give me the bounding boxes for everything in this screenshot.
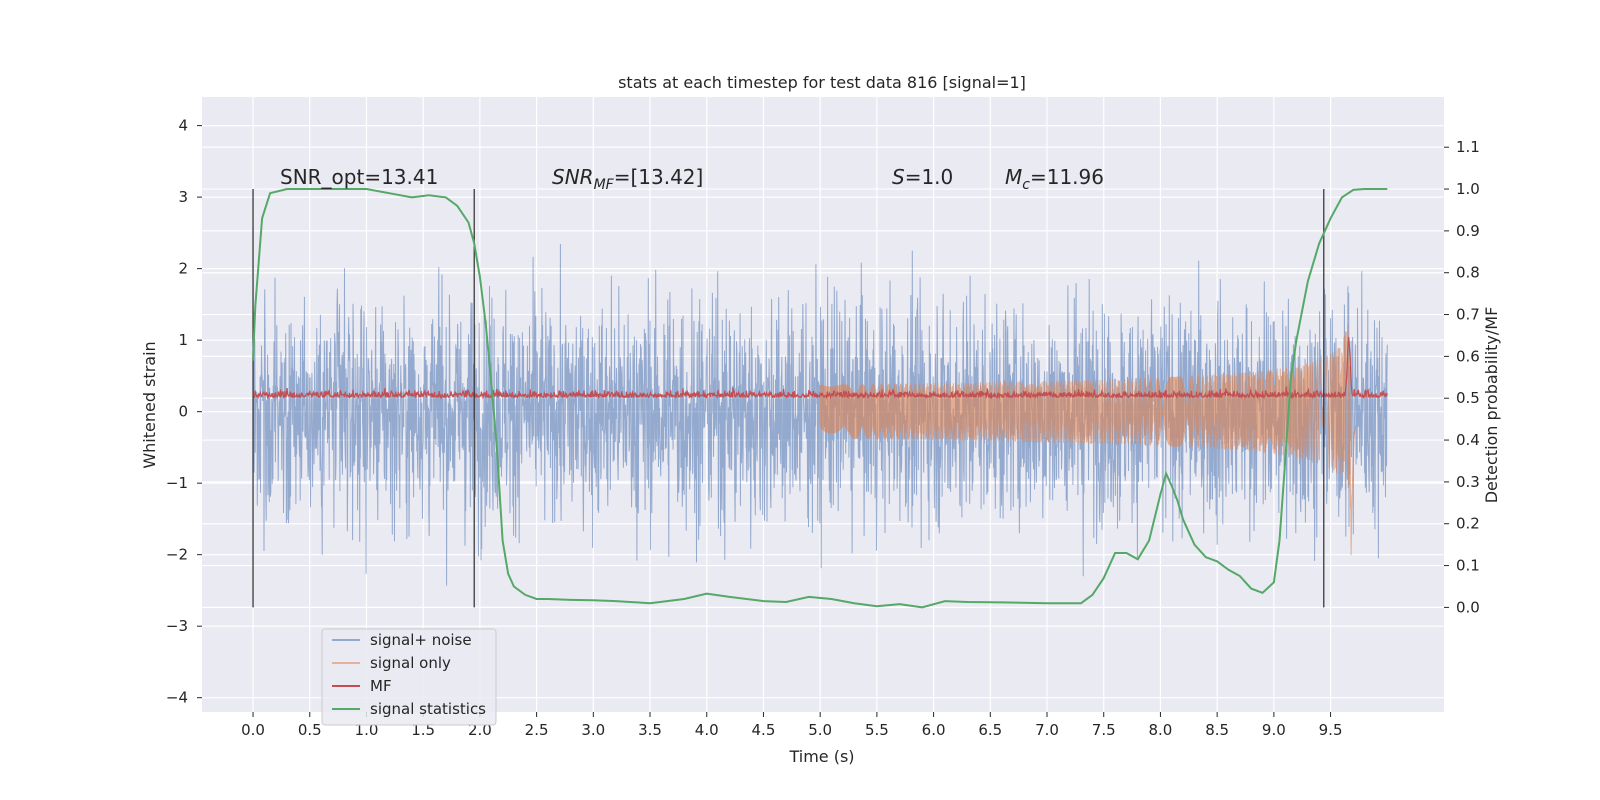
y2-tick-label: 0.0 [1456, 598, 1480, 616]
y-tick-label: 4 [178, 117, 188, 135]
annotation-snr-opt: SNR_opt=13.41 [280, 165, 438, 189]
annotation-snr-mf: SNRMF=[13.42] [552, 165, 703, 193]
series-signal-only [819, 324, 1356, 556]
y2-tick-label: 0.5 [1456, 389, 1480, 407]
annotation-snr-mf-main: SNR [552, 165, 594, 189]
y2-tick-label: 0.3 [1456, 473, 1480, 491]
y2-tick-labels: 1.1 1.0 0.9 0.8 0.7 0.6 0.5 0.4 0.3 0.2 0.1 0.0 [1444, 138, 1480, 616]
chart-title: stats at each timestep for test data 816… [618, 73, 1026, 92]
x-tick-label: 4.0 [695, 721, 719, 739]
vertical-markers [252, 189, 1325, 608]
y2-tick-label: 0.1 [1456, 557, 1480, 575]
annotation-snr-mf-sub: MF [594, 177, 615, 193]
y-tick-label: −4 [166, 689, 188, 707]
x-tick-label: 0.0 [241, 721, 265, 739]
annotation-s: S=1.0 [892, 165, 953, 189]
x-tick-label: 8.5 [1205, 721, 1229, 739]
x-tick-label: 7.0 [1035, 721, 1059, 739]
x-tick-label: 3.0 [581, 721, 605, 739]
legend-box [321, 628, 497, 726]
x-tick-label: 5.5 [865, 721, 889, 739]
x-tick-label: 4.5 [752, 721, 776, 739]
y2-tick-label: 0.8 [1456, 264, 1480, 282]
y2-tick-label: 0.6 [1456, 347, 1480, 365]
legend-label-signal-only: signal only [370, 654, 451, 672]
y-tick-label: 3 [178, 188, 188, 206]
y-tick-label: 0 [178, 403, 188, 421]
y2-tick-label: 0.7 [1456, 306, 1480, 324]
x-tick-label: 7.5 [1092, 721, 1116, 739]
y-axis-label: Whitened strain [140, 341, 159, 468]
x-axis-label: Time (s) [788, 747, 854, 766]
y-tick-label: 2 [178, 260, 188, 278]
annotation-mc-main: M [1005, 165, 1022, 189]
x-tick-label: 0.5 [298, 721, 322, 739]
y2-tick-label: 0.9 [1456, 222, 1480, 240]
legend-label-signal-plus-noise: signal+ noise [370, 631, 472, 649]
legend-label-signal-statistics: signal statistics [370, 700, 486, 718]
x-tick-label: 9.5 [1319, 721, 1343, 739]
legend-label-mf: MF [370, 677, 392, 695]
x-tick-label: 5.0 [808, 721, 832, 739]
annotation-mc-value: =11.96 [1030, 165, 1104, 189]
y-tick-label: −1 [166, 474, 188, 492]
annotation-snr-mf-value: =[13.42] [614, 165, 704, 189]
mf-line [252, 336, 1388, 400]
series-signal-statistics [252, 188, 1388, 609]
y2-axis-label: Detection probability/MF [1482, 307, 1501, 504]
y-tick-label: −3 [166, 617, 188, 635]
y2-tick-label: 1.1 [1456, 138, 1480, 156]
annotation-mc: Mc=11.96 [1005, 165, 1104, 193]
legend: signal+ noise signal only MF signal stat… [321, 628, 497, 726]
x-tick-label: 9.0 [1262, 721, 1286, 739]
y2-tick-label: 1.0 [1456, 180, 1480, 198]
annotation-s-value: =1.0 [905, 165, 954, 189]
signal-only-line [819, 324, 1356, 556]
x-tick-label: 3.5 [638, 721, 662, 739]
series-mf [252, 336, 1388, 400]
y-tick-label: −2 [166, 546, 188, 564]
annotation-s-main: S [892, 165, 905, 189]
y-tick-label: 1 [178, 331, 188, 349]
x-tick-label: 6.5 [978, 721, 1002, 739]
x-tick-label: 2.5 [525, 721, 549, 739]
y2-tick-label: 0.2 [1456, 515, 1480, 533]
signal-statistics-line [252, 188, 1388, 609]
x-tick-label: 6.0 [922, 721, 946, 739]
y-tick-labels: 4 3 2 1 0 −1 −2 −3 −4 [166, 117, 202, 707]
y2-tick-label: 0.4 [1456, 431, 1480, 449]
x-tick-labels: 0.0 0.5 1.0 1.5 2.0 2.5 3.0 3.5 4.0 4.5 5.0 5.5 6.0 6… [241, 712, 1343, 739]
annotation-mc-sub: c [1022, 177, 1030, 193]
x-tick-label: 8.0 [1149, 721, 1173, 739]
